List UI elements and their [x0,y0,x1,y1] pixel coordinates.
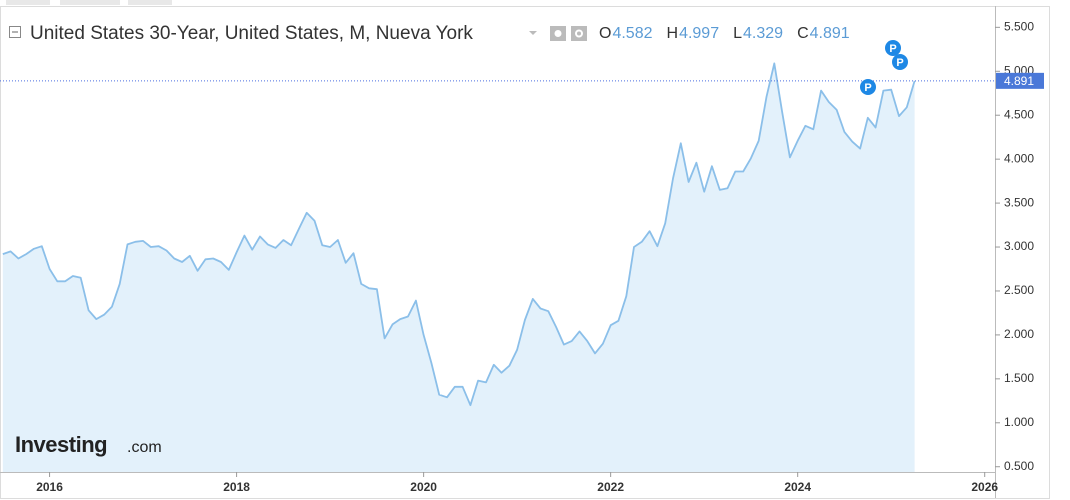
tab [60,0,120,5]
settings-icon[interactable] [571,26,587,41]
x-tick-label: 2018 [223,480,250,494]
ohlc-key: C [797,25,809,42]
ohlc-value: 4.582 [612,25,652,42]
event-marker-label: P [896,57,903,69]
event-marker-label: P [864,82,871,94]
ticks: 0.500 1.000 1.500 2.000 2.500 3.000 3.500 4.000… [36,20,1034,495]
ohlc-key: H [667,25,679,42]
event-marker[interactable] [885,40,901,56]
event-marker[interactable] [892,54,908,70]
x-tick-label: 2020 [410,480,437,494]
series-line [2,62,916,407]
chart-title: United States 30-Year, United States, M,… [30,23,473,44]
x-tick-label: 2024 [784,480,811,494]
eye-icon-pupil [554,30,562,37]
logo: Investing .com [15,432,162,457]
event-marker-label: P [889,43,896,55]
y-tick-label: 5.500 [1004,20,1034,34]
y-tick-label: 2.000 [1004,327,1034,341]
y-tick-label: 0.500 [1004,459,1034,473]
logo-brand: Investing [15,432,107,457]
last-value-tag [996,72,1044,89]
settings-icon-gear [575,29,583,38]
last-value-label: 4.891 [1004,74,1034,88]
y-tick-label: 1.000 [1004,415,1034,429]
x-tick-label: 2026 [971,480,998,494]
ohlc-key: L [733,25,742,42]
tab [6,0,50,5]
y-tick-label: 1.500 [1004,371,1034,385]
y-tick-label: 2.500 [1004,283,1034,297]
y-tick-label: 4.000 [1004,151,1034,165]
x-tick-label: 2016 [36,480,63,494]
dropdown-arrow[interactable] [529,31,537,35]
ohlc-key: O [599,25,611,42]
event-marker[interactable] [860,79,876,95]
x-tick-label: 2022 [597,480,624,494]
ohlc-value: 4.329 [743,25,783,42]
logo-suffix: .com [127,439,162,456]
ohlc-legend: O 4.582 H 4.997 L 4.329 C 4.891 [599,25,850,42]
ohlc-value: 4.997 [679,25,719,42]
y-tick-label: 4.500 [1004,107,1034,121]
plot-area [0,62,995,473]
y-tick-label: 3.500 [1004,195,1034,209]
tab [128,0,172,5]
area-fill [2,63,915,473]
ohlc-value: 4.891 [810,25,850,42]
y-tick-label: 3.000 [1004,239,1034,253]
